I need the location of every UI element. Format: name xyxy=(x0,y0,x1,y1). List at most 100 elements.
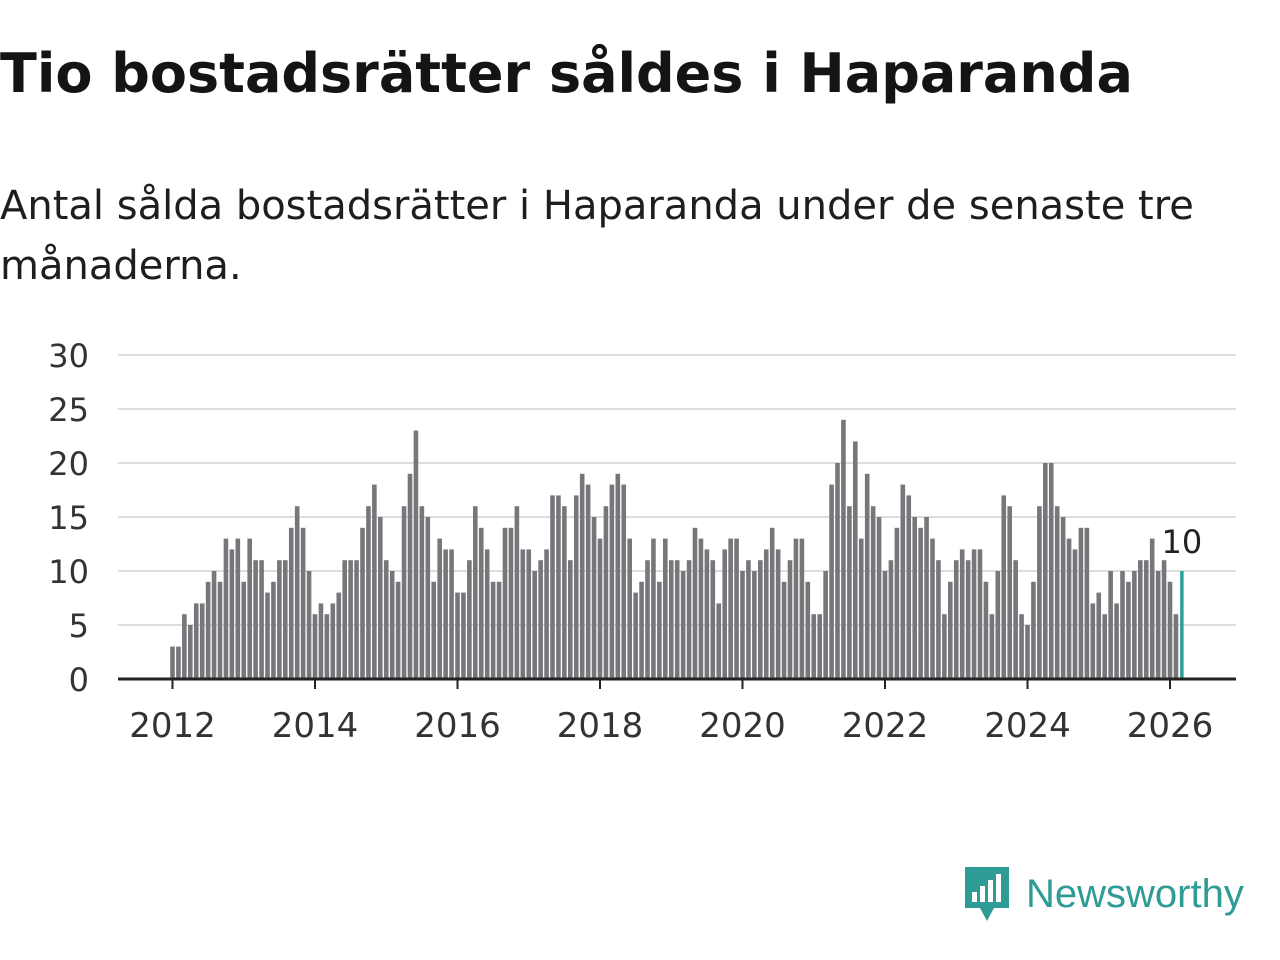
x-tick-label: 2024 xyxy=(984,706,1071,746)
bar xyxy=(758,560,763,679)
bar xyxy=(1138,560,1143,679)
bar xyxy=(176,646,181,679)
bar xyxy=(716,603,722,679)
bar xyxy=(532,571,537,679)
bar xyxy=(585,484,591,679)
bar xyxy=(858,538,864,679)
bar xyxy=(188,625,193,679)
bar xyxy=(841,419,846,679)
bar xyxy=(787,560,793,679)
bar xyxy=(401,506,407,679)
bar xyxy=(609,484,615,679)
bar xyxy=(372,484,377,679)
bar xyxy=(989,614,995,679)
bar xyxy=(538,560,543,679)
bars xyxy=(170,419,1184,679)
y-tick-label: 0 xyxy=(69,661,89,699)
newsworthy-logo-icon xyxy=(965,867,1009,921)
bar xyxy=(835,463,840,679)
bar xyxy=(847,506,852,679)
bar xyxy=(217,581,223,679)
bar xyxy=(437,538,442,679)
bar xyxy=(360,527,365,679)
bar xyxy=(603,506,609,679)
bar xyxy=(752,571,757,679)
bar xyxy=(383,560,389,679)
bar xyxy=(888,560,894,679)
y-tick-label: 5 xyxy=(69,607,89,645)
highlight-bar xyxy=(1180,571,1184,679)
bar xyxy=(734,538,739,679)
bar xyxy=(419,506,425,679)
bar xyxy=(413,430,419,679)
bar xyxy=(686,560,692,679)
bar xyxy=(342,560,347,679)
bar xyxy=(811,614,817,679)
bar xyxy=(965,560,971,679)
bar xyxy=(924,517,929,679)
bar xyxy=(1126,581,1131,679)
bar xyxy=(288,527,294,679)
bar xyxy=(894,527,900,679)
bar xyxy=(354,560,359,679)
bar xyxy=(484,549,490,679)
bar xyxy=(443,549,448,679)
newsworthy-logo[interactable]: Newsworthy xyxy=(962,864,1244,924)
bar xyxy=(663,538,668,679)
bar xyxy=(1060,517,1066,679)
bar xyxy=(1078,527,1084,679)
bar xyxy=(562,506,567,679)
bar xyxy=(467,560,472,679)
bar xyxy=(1102,614,1107,679)
y-tick-label: 20 xyxy=(48,445,89,483)
bar xyxy=(336,592,342,679)
bar-chart: 0 5 10 15 20 25 30 2012 2014 2016 2018 2020 2022 202… xyxy=(48,337,1236,746)
bar xyxy=(651,538,656,679)
bar xyxy=(324,614,330,679)
bar xyxy=(306,571,312,679)
bar xyxy=(502,527,508,679)
bar xyxy=(817,614,822,679)
bar xyxy=(573,495,579,679)
y-tick-label: 10 xyxy=(48,553,89,591)
bar xyxy=(864,473,870,679)
bar xyxy=(876,517,882,679)
bar xyxy=(1173,614,1179,679)
newsworthy-logo-text: Newsworthy xyxy=(1026,871,1244,916)
bar xyxy=(1066,538,1072,679)
bar xyxy=(763,549,769,679)
bar xyxy=(853,441,858,679)
bar xyxy=(639,581,644,679)
bar xyxy=(1149,538,1155,679)
bar xyxy=(1161,560,1167,679)
bar xyxy=(265,592,270,679)
bar xyxy=(983,581,989,679)
bar xyxy=(395,581,401,679)
bar xyxy=(520,549,526,679)
bar xyxy=(182,614,187,679)
bar xyxy=(348,560,353,679)
bar xyxy=(680,571,686,679)
bar xyxy=(473,506,478,679)
bar xyxy=(1007,506,1012,679)
bar xyxy=(241,581,247,679)
bar xyxy=(235,538,241,679)
bar xyxy=(829,484,834,679)
bar xyxy=(627,538,632,679)
chart-subtitle: Antal sålda bostadsrätter i Haparanda un… xyxy=(0,183,1194,289)
bar xyxy=(710,560,716,679)
bar xyxy=(698,538,704,679)
bar xyxy=(597,538,603,679)
bar xyxy=(971,549,977,679)
bar xyxy=(318,603,324,679)
bar xyxy=(906,495,912,679)
bar xyxy=(769,527,775,679)
x-axis-ticks: 2012 2014 2016 2018 2020 2022 2024 2026 xyxy=(129,679,1213,746)
bar xyxy=(312,614,318,679)
bar xyxy=(781,581,787,679)
bar xyxy=(247,538,252,679)
bar xyxy=(544,549,549,679)
bar xyxy=(496,581,502,679)
bar xyxy=(1132,571,1137,679)
bar xyxy=(1143,560,1149,679)
